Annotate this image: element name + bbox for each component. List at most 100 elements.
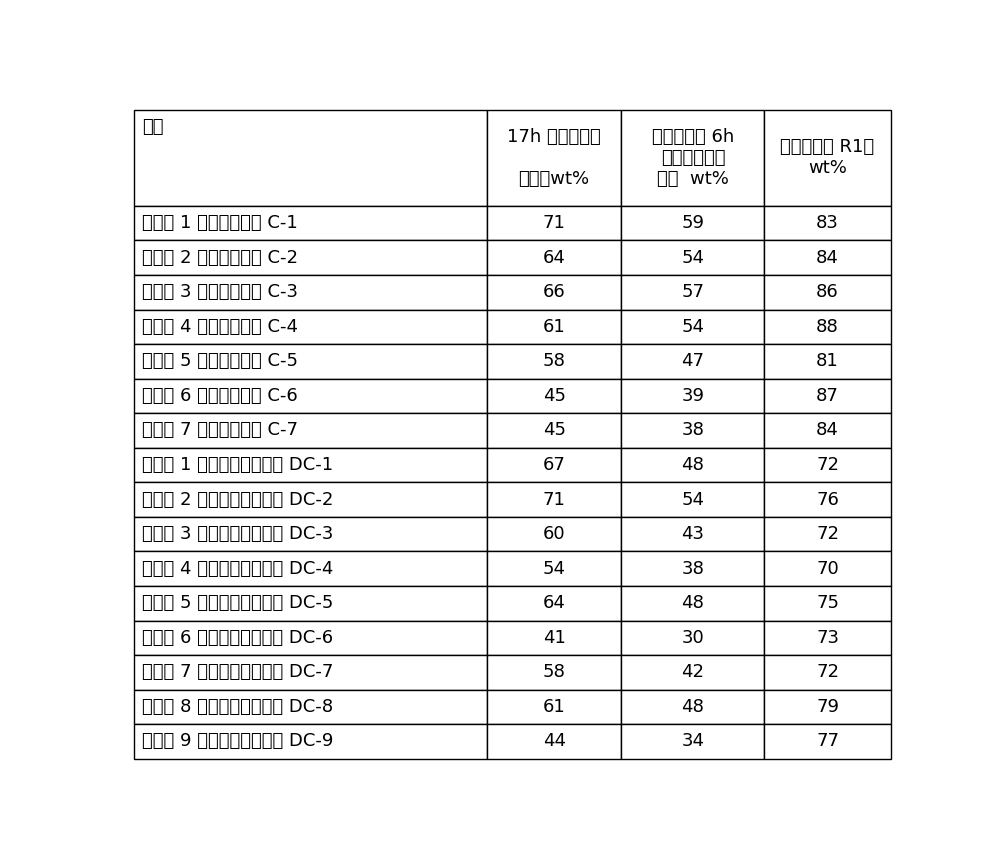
Bar xyxy=(621,378,764,413)
Text: 性，  wt%: 性， wt% xyxy=(657,170,729,188)
Bar xyxy=(487,448,621,482)
Bar xyxy=(134,310,487,344)
Text: 48: 48 xyxy=(681,456,704,474)
Bar xyxy=(487,110,621,206)
Text: 88: 88 xyxy=(816,318,839,335)
Text: 75: 75 xyxy=(816,594,839,612)
Text: 87: 87 xyxy=(816,387,839,405)
Bar xyxy=(134,344,487,378)
Text: 64: 64 xyxy=(543,594,566,612)
Bar xyxy=(621,482,764,517)
Bar xyxy=(764,241,891,275)
Text: 实施例 7 制备的催化剂 C-7: 实施例 7 制备的催化剂 C-7 xyxy=(142,421,298,439)
Bar xyxy=(621,551,764,586)
Text: 活性保留率 R1，: 活性保留率 R1， xyxy=(780,138,875,157)
Text: 实施例 4 制备的催化剂 C-4: 实施例 4 制备的催化剂 C-4 xyxy=(142,318,298,335)
Bar xyxy=(487,275,621,310)
Text: 水蒸汽老化活: 水蒸汽老化活 xyxy=(661,149,725,167)
Text: 54: 54 xyxy=(681,249,704,267)
Bar xyxy=(764,551,891,586)
Text: 41: 41 xyxy=(543,629,566,647)
Text: 61: 61 xyxy=(543,698,565,716)
Bar xyxy=(764,344,891,378)
Text: 71: 71 xyxy=(543,214,566,232)
Bar xyxy=(134,655,487,690)
Text: 72: 72 xyxy=(816,456,839,474)
Bar xyxy=(764,413,891,448)
Bar xyxy=(134,517,487,551)
Bar xyxy=(487,310,621,344)
Bar xyxy=(487,378,621,413)
Text: 71: 71 xyxy=(543,490,566,508)
Bar xyxy=(487,551,621,586)
Text: 对比例 4 制备的对比催化剂 DC-4: 对比例 4 制备的对比催化剂 DC-4 xyxy=(142,560,333,578)
Text: 39: 39 xyxy=(681,387,704,405)
Text: 76: 76 xyxy=(816,490,839,508)
Text: 73: 73 xyxy=(816,629,839,647)
Text: 77: 77 xyxy=(816,733,839,751)
Text: 45: 45 xyxy=(543,387,566,405)
Text: 钒、镍污染 6h: 钒、镍污染 6h xyxy=(652,127,734,145)
Text: 54: 54 xyxy=(543,560,566,578)
Text: 48: 48 xyxy=(681,698,704,716)
Bar xyxy=(487,206,621,241)
Text: 实施例 2 制备的催化剂 C-2: 实施例 2 制备的催化剂 C-2 xyxy=(142,249,298,267)
Text: 活性，wt%: 活性，wt% xyxy=(519,170,590,188)
Text: 实施例 5 制备的催化剂 C-5: 实施例 5 制备的催化剂 C-5 xyxy=(142,353,298,371)
Text: 86: 86 xyxy=(816,283,839,301)
Text: 34: 34 xyxy=(681,733,704,751)
Text: 84: 84 xyxy=(816,421,839,439)
Bar xyxy=(134,690,487,724)
Bar xyxy=(134,621,487,655)
Bar xyxy=(487,621,621,655)
Bar xyxy=(134,551,487,586)
Bar xyxy=(764,724,891,759)
Text: 61: 61 xyxy=(543,318,565,335)
Bar xyxy=(487,690,621,724)
Bar xyxy=(764,110,891,206)
Bar xyxy=(764,448,891,482)
Bar xyxy=(764,690,891,724)
Text: 60: 60 xyxy=(543,525,565,544)
Text: 58: 58 xyxy=(543,353,566,371)
Bar xyxy=(621,448,764,482)
Text: 30: 30 xyxy=(682,629,704,647)
Text: 79: 79 xyxy=(816,698,839,716)
Bar xyxy=(621,344,764,378)
Bar xyxy=(621,310,764,344)
Bar xyxy=(487,655,621,690)
Bar xyxy=(487,724,621,759)
Text: 对比例 9 制备的对比催化剂 DC-9: 对比例 9 制备的对比催化剂 DC-9 xyxy=(142,733,333,751)
Text: 实施例 3 制备的催化剂 C-3: 实施例 3 制备的催化剂 C-3 xyxy=(142,283,298,301)
Text: 38: 38 xyxy=(681,421,704,439)
Bar xyxy=(764,206,891,241)
Text: 17h 水蒸汽老化: 17h 水蒸汽老化 xyxy=(507,127,601,145)
Text: 对比例 6 制备的对比催化剂 DC-6: 对比例 6 制备的对比催化剂 DC-6 xyxy=(142,629,333,647)
Text: 54: 54 xyxy=(681,490,704,508)
Text: 58: 58 xyxy=(543,663,566,681)
Bar xyxy=(134,275,487,310)
Text: 43: 43 xyxy=(681,525,704,544)
Bar xyxy=(764,275,891,310)
Text: 47: 47 xyxy=(681,353,704,371)
Bar xyxy=(487,413,621,448)
Bar xyxy=(621,586,764,621)
Bar xyxy=(487,344,621,378)
Bar xyxy=(621,206,764,241)
Bar xyxy=(621,690,764,724)
Text: 67: 67 xyxy=(543,456,566,474)
Bar xyxy=(764,310,891,344)
Bar xyxy=(134,110,487,206)
Text: 81: 81 xyxy=(816,353,839,371)
Text: 38: 38 xyxy=(681,560,704,578)
Text: 对比例 7 制备的对比催化剂 DC-7: 对比例 7 制备的对比催化剂 DC-7 xyxy=(142,663,333,681)
Bar xyxy=(134,241,487,275)
Text: 42: 42 xyxy=(681,663,704,681)
Bar xyxy=(764,482,891,517)
Bar xyxy=(134,724,487,759)
Bar xyxy=(621,413,764,448)
Text: 70: 70 xyxy=(816,560,839,578)
Bar xyxy=(134,482,487,517)
Text: wt%: wt% xyxy=(808,159,847,177)
Bar xyxy=(621,621,764,655)
